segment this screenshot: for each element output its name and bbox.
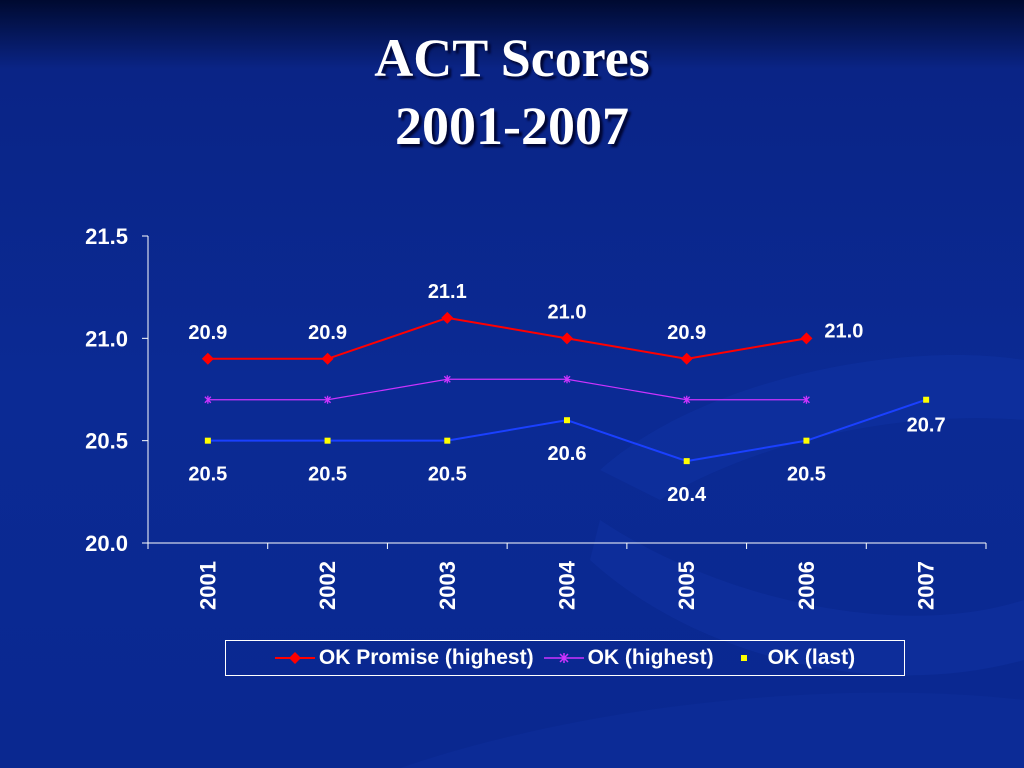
legend-label-ok-promise-highest: OK Promise (highest) <box>318 646 534 669</box>
data-point <box>683 395 691 404</box>
x-tick-label: 2003 <box>435 561 460 610</box>
data-point <box>683 458 690 465</box>
x-tick-label: 2001 <box>195 561 220 610</box>
data-point <box>803 437 810 444</box>
x-tick-label: 2007 <box>914 561 939 610</box>
legend-label-ok-highest: OK (highest) <box>587 646 714 669</box>
data-label: 20.5 <box>428 464 467 486</box>
data-label: 20.5 <box>787 464 826 486</box>
data-label: 20.5 <box>188 464 227 486</box>
title-line-2: 2001-2007 <box>395 96 629 156</box>
x-tick-label: 2006 <box>794 561 819 610</box>
square-marker-icon <box>724 650 764 666</box>
data-point <box>563 375 571 384</box>
x-tick-label: 2004 <box>555 560 580 610</box>
star-marker-icon <box>543 650 584 666</box>
data-point <box>204 437 211 444</box>
data-point <box>324 395 332 404</box>
data-point <box>321 352 334 365</box>
legend-label-ok-last: OK (last) <box>767 646 856 669</box>
data-point <box>324 437 331 444</box>
data-point <box>564 417 570 424</box>
data-label: 20.9 <box>188 322 227 344</box>
data-label: 21.0 <box>824 320 863 342</box>
data-point <box>204 395 212 404</box>
data-point <box>923 396 930 403</box>
data-point <box>802 395 810 404</box>
legend-entry-ok-last: OK (last) <box>724 646 856 670</box>
x-tick-label: 2005 <box>674 561 699 610</box>
legend-entry-ok-promise-highest: OK Promise (highest) <box>274 646 534 670</box>
data-label: 20.4 <box>667 484 707 506</box>
legend-entry-ok-highest: OK (highest) <box>543 646 714 670</box>
title-line-1: ACT Scores <box>374 28 650 88</box>
data-label: 20.5 <box>308 464 347 486</box>
data-point <box>441 311 454 324</box>
data-point <box>201 352 214 365</box>
y-tick-label: 20.0 <box>85 531 128 556</box>
data-label: 20.7 <box>907 415 946 437</box>
data-label: 21.0 <box>548 301 587 323</box>
series-line-0 <box>207 316 807 360</box>
chart-legend: OK Promise (highest) OK (highest) OK (la… <box>225 640 905 676</box>
data-label: 21.1 <box>428 281 467 303</box>
diamond-marker-icon <box>274 650 315 666</box>
data-point <box>444 437 451 444</box>
data-label: 20.9 <box>308 322 347 344</box>
series-line-1 <box>207 378 807 401</box>
data-point <box>561 332 573 345</box>
y-tick-label: 21.5 <box>85 224 128 249</box>
slide-title: ACT Scores 2001-2007 <box>0 24 1024 160</box>
data-point <box>800 332 813 345</box>
data-point <box>443 375 451 384</box>
data-point <box>680 352 693 365</box>
data-label: 20.6 <box>548 443 587 465</box>
line-chart: 20.0 20.5 21.0 21.5 2001 2002 2003 2004 2005 2006… <box>85 224 946 610</box>
x-tick-label: 2002 <box>315 561 340 610</box>
data-label: 20.9 <box>667 322 706 344</box>
y-tick-label: 20.5 <box>85 429 128 454</box>
y-tick-label: 21.0 <box>85 326 128 351</box>
